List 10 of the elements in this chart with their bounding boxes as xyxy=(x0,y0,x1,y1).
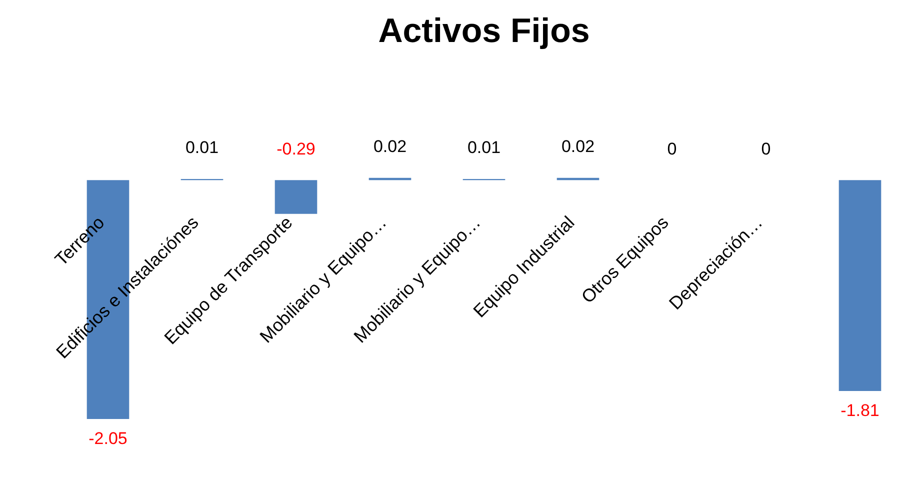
data-label: -1.81 xyxy=(840,401,880,420)
chart-title: Activos Fijos xyxy=(378,12,590,50)
data-label: 0.01 xyxy=(467,138,501,158)
data-label: 0 xyxy=(667,139,677,158)
data-label: 0.02 xyxy=(561,136,595,156)
data-label: 0.01 xyxy=(185,138,219,158)
data-label: -2.05 xyxy=(88,429,128,448)
data-label: -0.29 xyxy=(276,139,316,158)
data-label: 0.02 xyxy=(373,136,407,156)
data-label: 0 xyxy=(761,139,771,158)
